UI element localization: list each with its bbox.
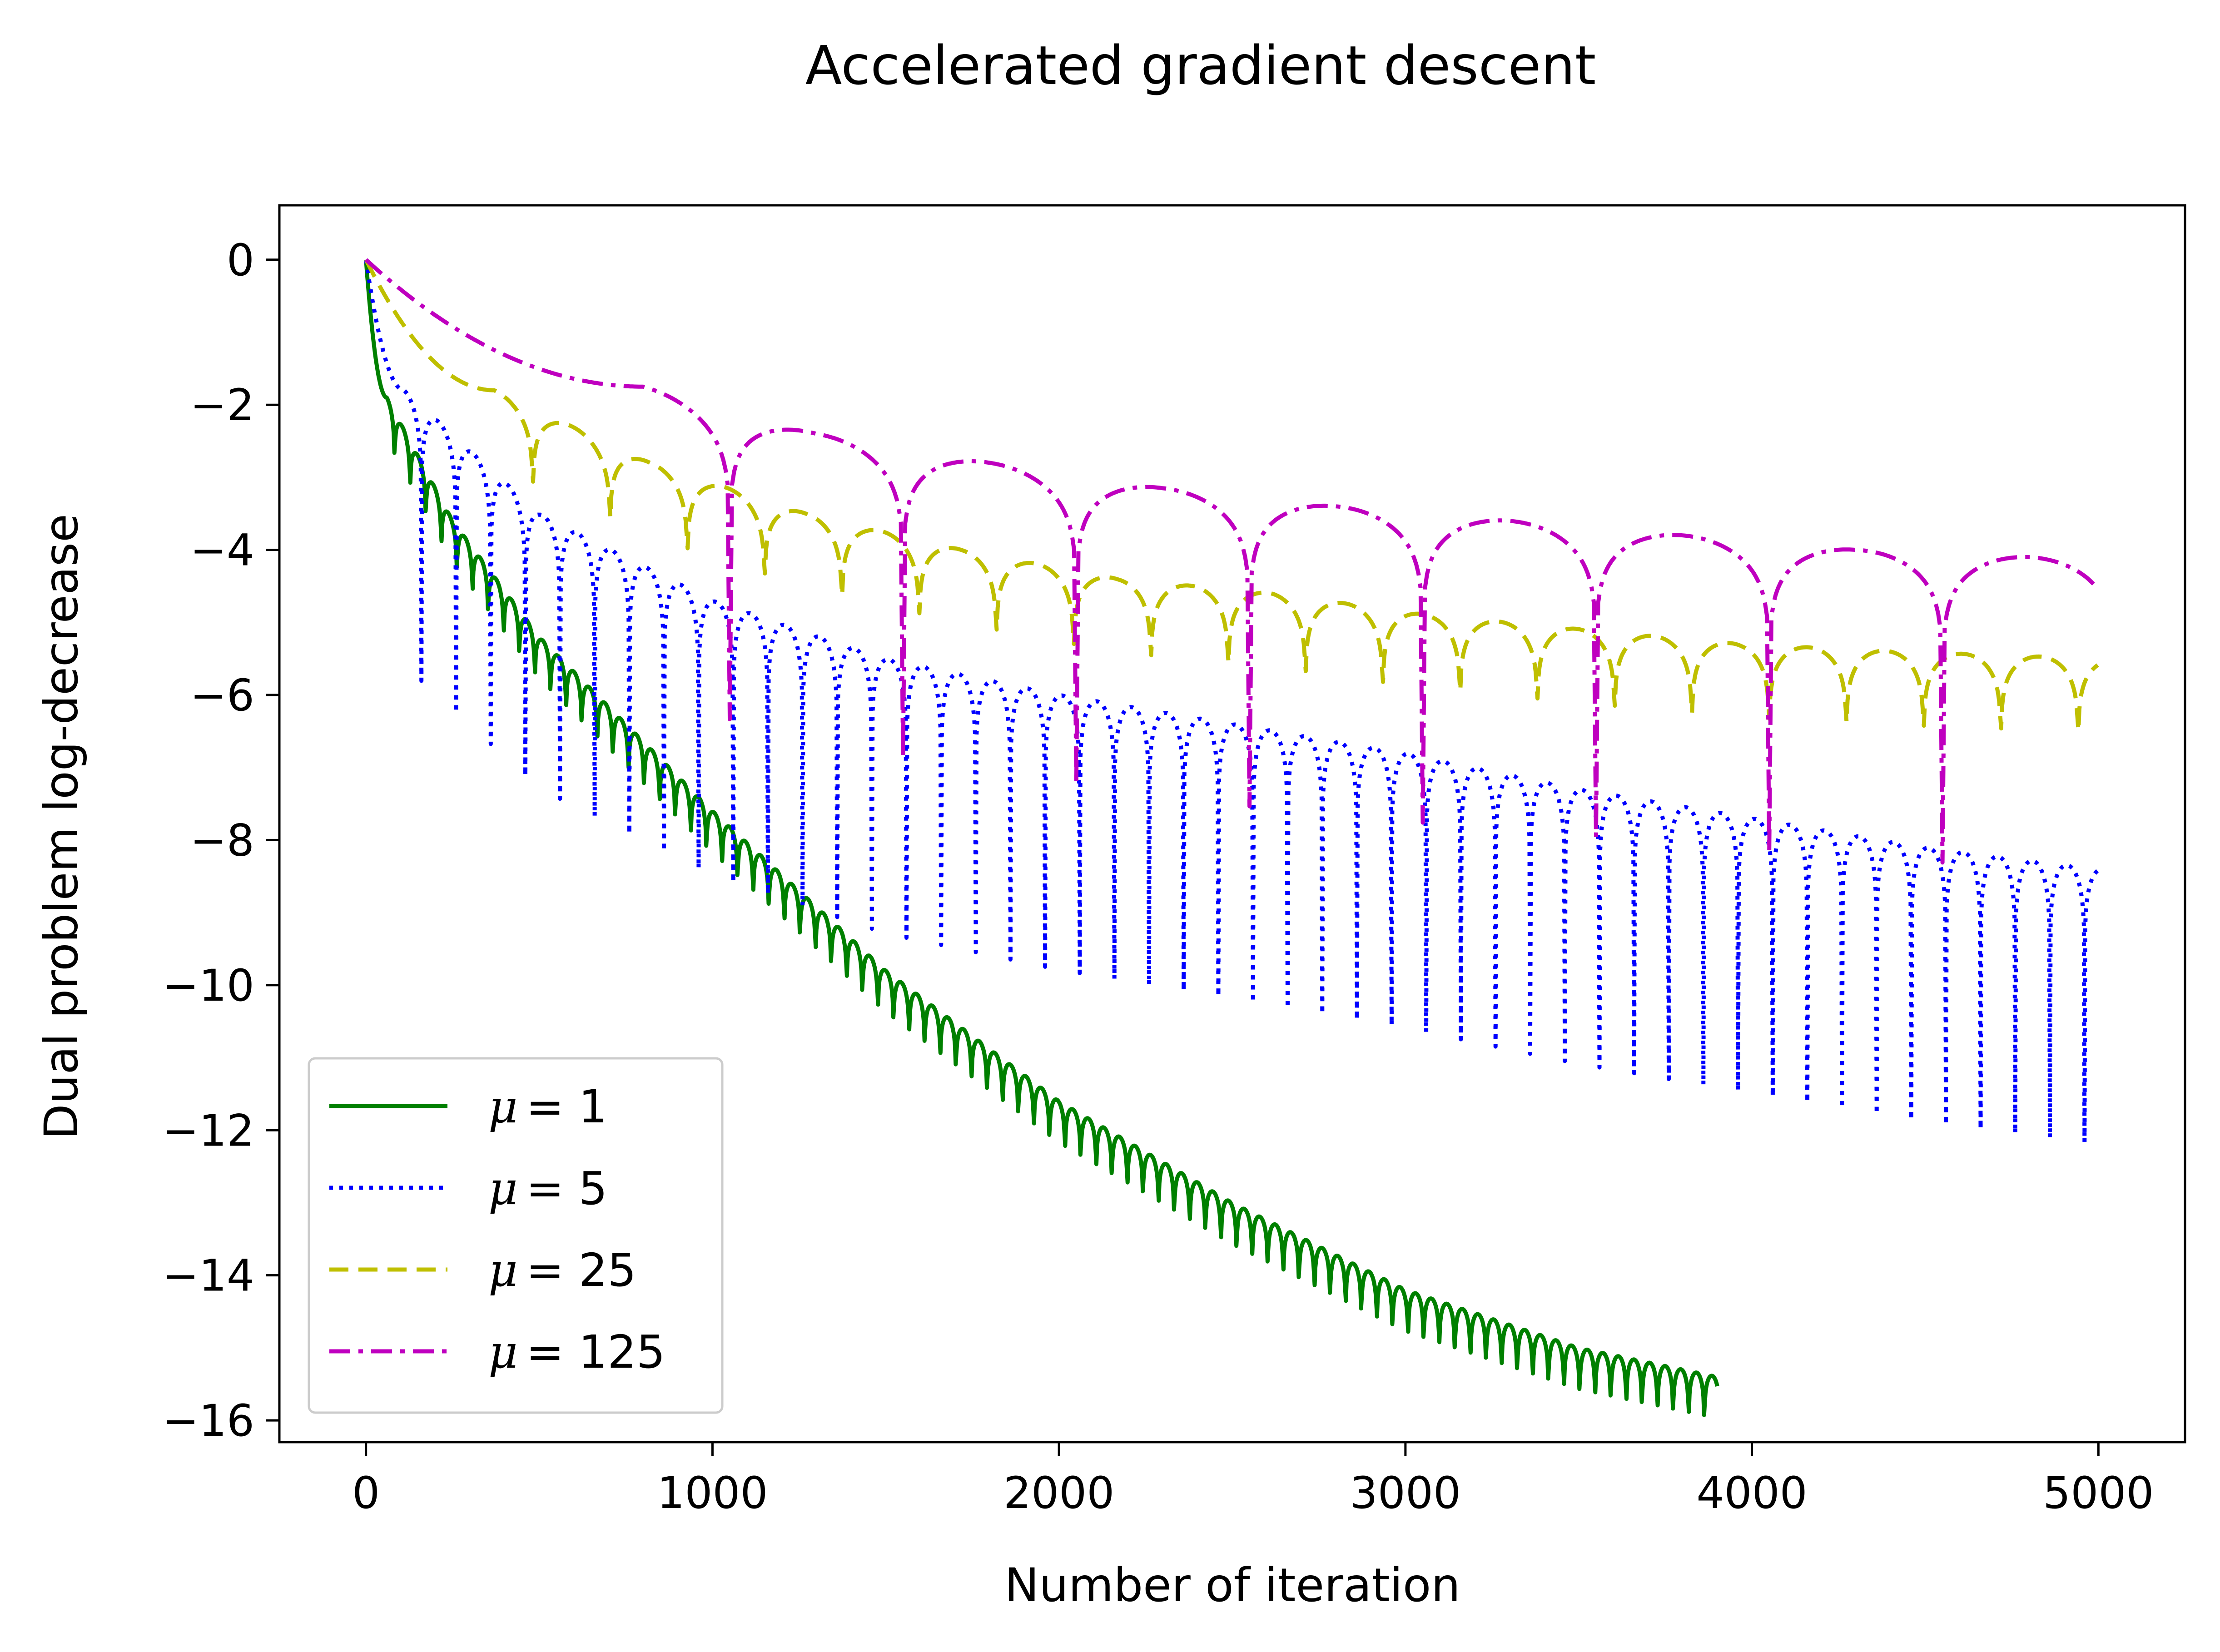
legend-value: = 25 <box>526 1244 636 1297</box>
y-tick-label: 0 <box>227 235 254 286</box>
y-tick-label: −12 <box>162 1105 254 1156</box>
x-tick-label: 0 <box>352 1468 380 1518</box>
series-line-2 <box>364 258 2099 734</box>
chart-title: Accelerated gradient descent <box>805 34 1596 97</box>
x-tick-label: 2000 <box>1003 1468 1114 1518</box>
series-line-3 <box>364 258 2100 865</box>
y-tick-label: −16 <box>162 1395 254 1446</box>
plot-frame <box>278 204 2186 1444</box>
legend-entry: μ = 125 <box>488 1325 665 1379</box>
legend-value: = 5 <box>526 1162 607 1215</box>
y-tick-label: −6 <box>190 670 254 721</box>
legend-entry: μ = 1 <box>488 1080 607 1133</box>
y-tick-label: −8 <box>190 815 254 866</box>
series-layer <box>364 258 2100 1417</box>
legend-box <box>308 1057 724 1414</box>
series-line-1 <box>364 259 2100 1144</box>
y-tick-label: −2 <box>190 380 254 431</box>
y-axis: 0 −2 −4 −6 −8 −10 −12 −14 −16 <box>162 235 279 1446</box>
legend-symbol: μ <box>488 1244 518 1297</box>
legend-entry: μ = 25 <box>488 1244 636 1297</box>
legend-symbol: μ <box>488 1325 518 1379</box>
y-tick-label: −4 <box>190 525 254 576</box>
legend-entry: μ = 5 <box>488 1162 607 1215</box>
x-tick-label: 1000 <box>657 1468 768 1518</box>
x-axis: 0 1000 2000 3000 4000 5000 <box>352 1442 2154 1518</box>
legend: μ = 1μ = 5μ = 25μ = 125 <box>308 1057 724 1414</box>
x-tick-label: 3000 <box>1350 1468 1461 1518</box>
series-line-0 <box>364 259 1719 1417</box>
y-tick-label: −14 <box>162 1250 254 1301</box>
legend-value: = 125 <box>526 1325 665 1379</box>
legend-symbol: μ <box>488 1080 518 1133</box>
x-tick-label: 4000 <box>1696 1468 1807 1518</box>
x-axis-label: Number of iteration <box>1004 1558 1460 1612</box>
x-tick-label: 5000 <box>2043 1468 2154 1518</box>
legend-symbol: μ <box>488 1162 518 1215</box>
legend-value: = 1 <box>526 1080 607 1133</box>
y-axis-label: Dual problem log-decrease <box>35 514 89 1140</box>
y-tick-label: −10 <box>162 960 254 1011</box>
